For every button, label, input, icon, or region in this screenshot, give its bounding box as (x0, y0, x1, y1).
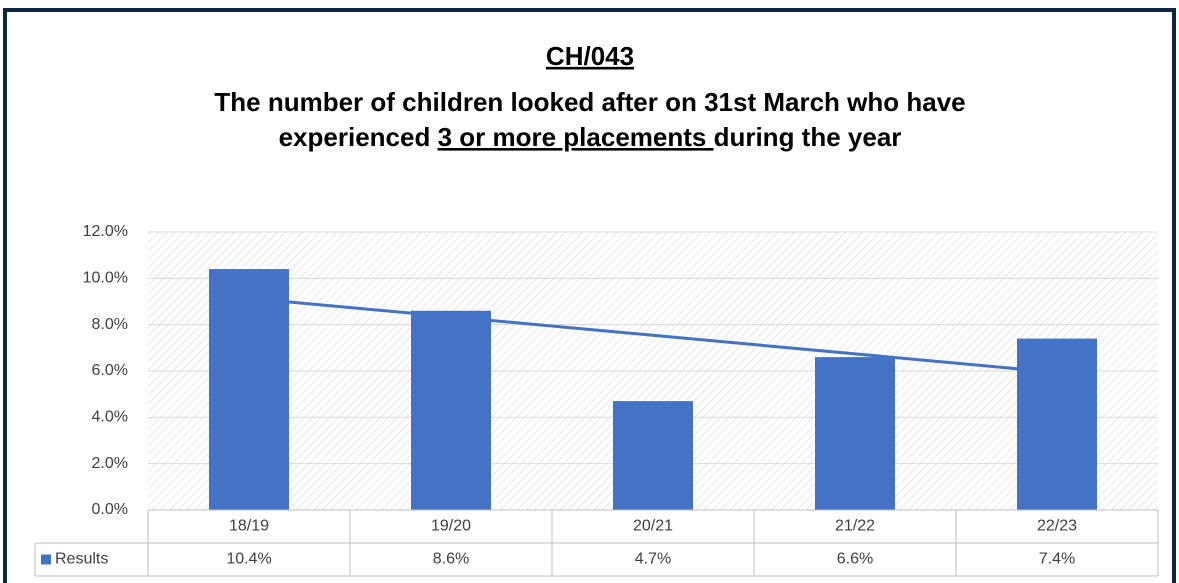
title-part: experienced (279, 122, 438, 152)
chart-code: CH/043 (546, 41, 634, 71)
chart-title: experienced 3 or more placements during … (279, 122, 902, 152)
chart-title: The number of children looked after on 3… (214, 87, 965, 117)
x-tick-label: 18/19 (229, 518, 269, 535)
legend-label: Results (55, 551, 108, 568)
bar (209, 269, 289, 510)
x-tick-label: 21/22 (835, 518, 875, 535)
legend-swatch (41, 554, 51, 565)
bar (411, 310, 491, 510)
y-tick-label: 12.0% (83, 223, 128, 240)
x-tick-label: 22/23 (1037, 518, 1077, 535)
bar (613, 401, 693, 510)
title-part: 3 or more placements (438, 122, 714, 152)
trendline (248, 296, 1058, 374)
x-tick-label: 20/21 (633, 518, 673, 535)
x-tick-label: 19/20 (431, 518, 471, 535)
y-tick-label: 2.0% (92, 455, 128, 472)
data-label: 8.6% (433, 551, 469, 568)
data-label: 6.6% (837, 551, 873, 568)
title-part: during the year (714, 122, 902, 152)
bar (815, 357, 895, 510)
bar (1017, 338, 1097, 510)
y-tick-label: 0.0% (92, 501, 128, 518)
y-tick-label: 6.0% (92, 362, 128, 379)
data-label: 4.7% (635, 551, 671, 568)
y-tick-label: 10.0% (83, 270, 128, 287)
y-tick-label: 4.0% (92, 409, 128, 426)
data-label: 10.4% (226, 551, 271, 568)
y-tick-label: 8.0% (92, 316, 128, 333)
data-label: 7.4% (1039, 551, 1075, 568)
